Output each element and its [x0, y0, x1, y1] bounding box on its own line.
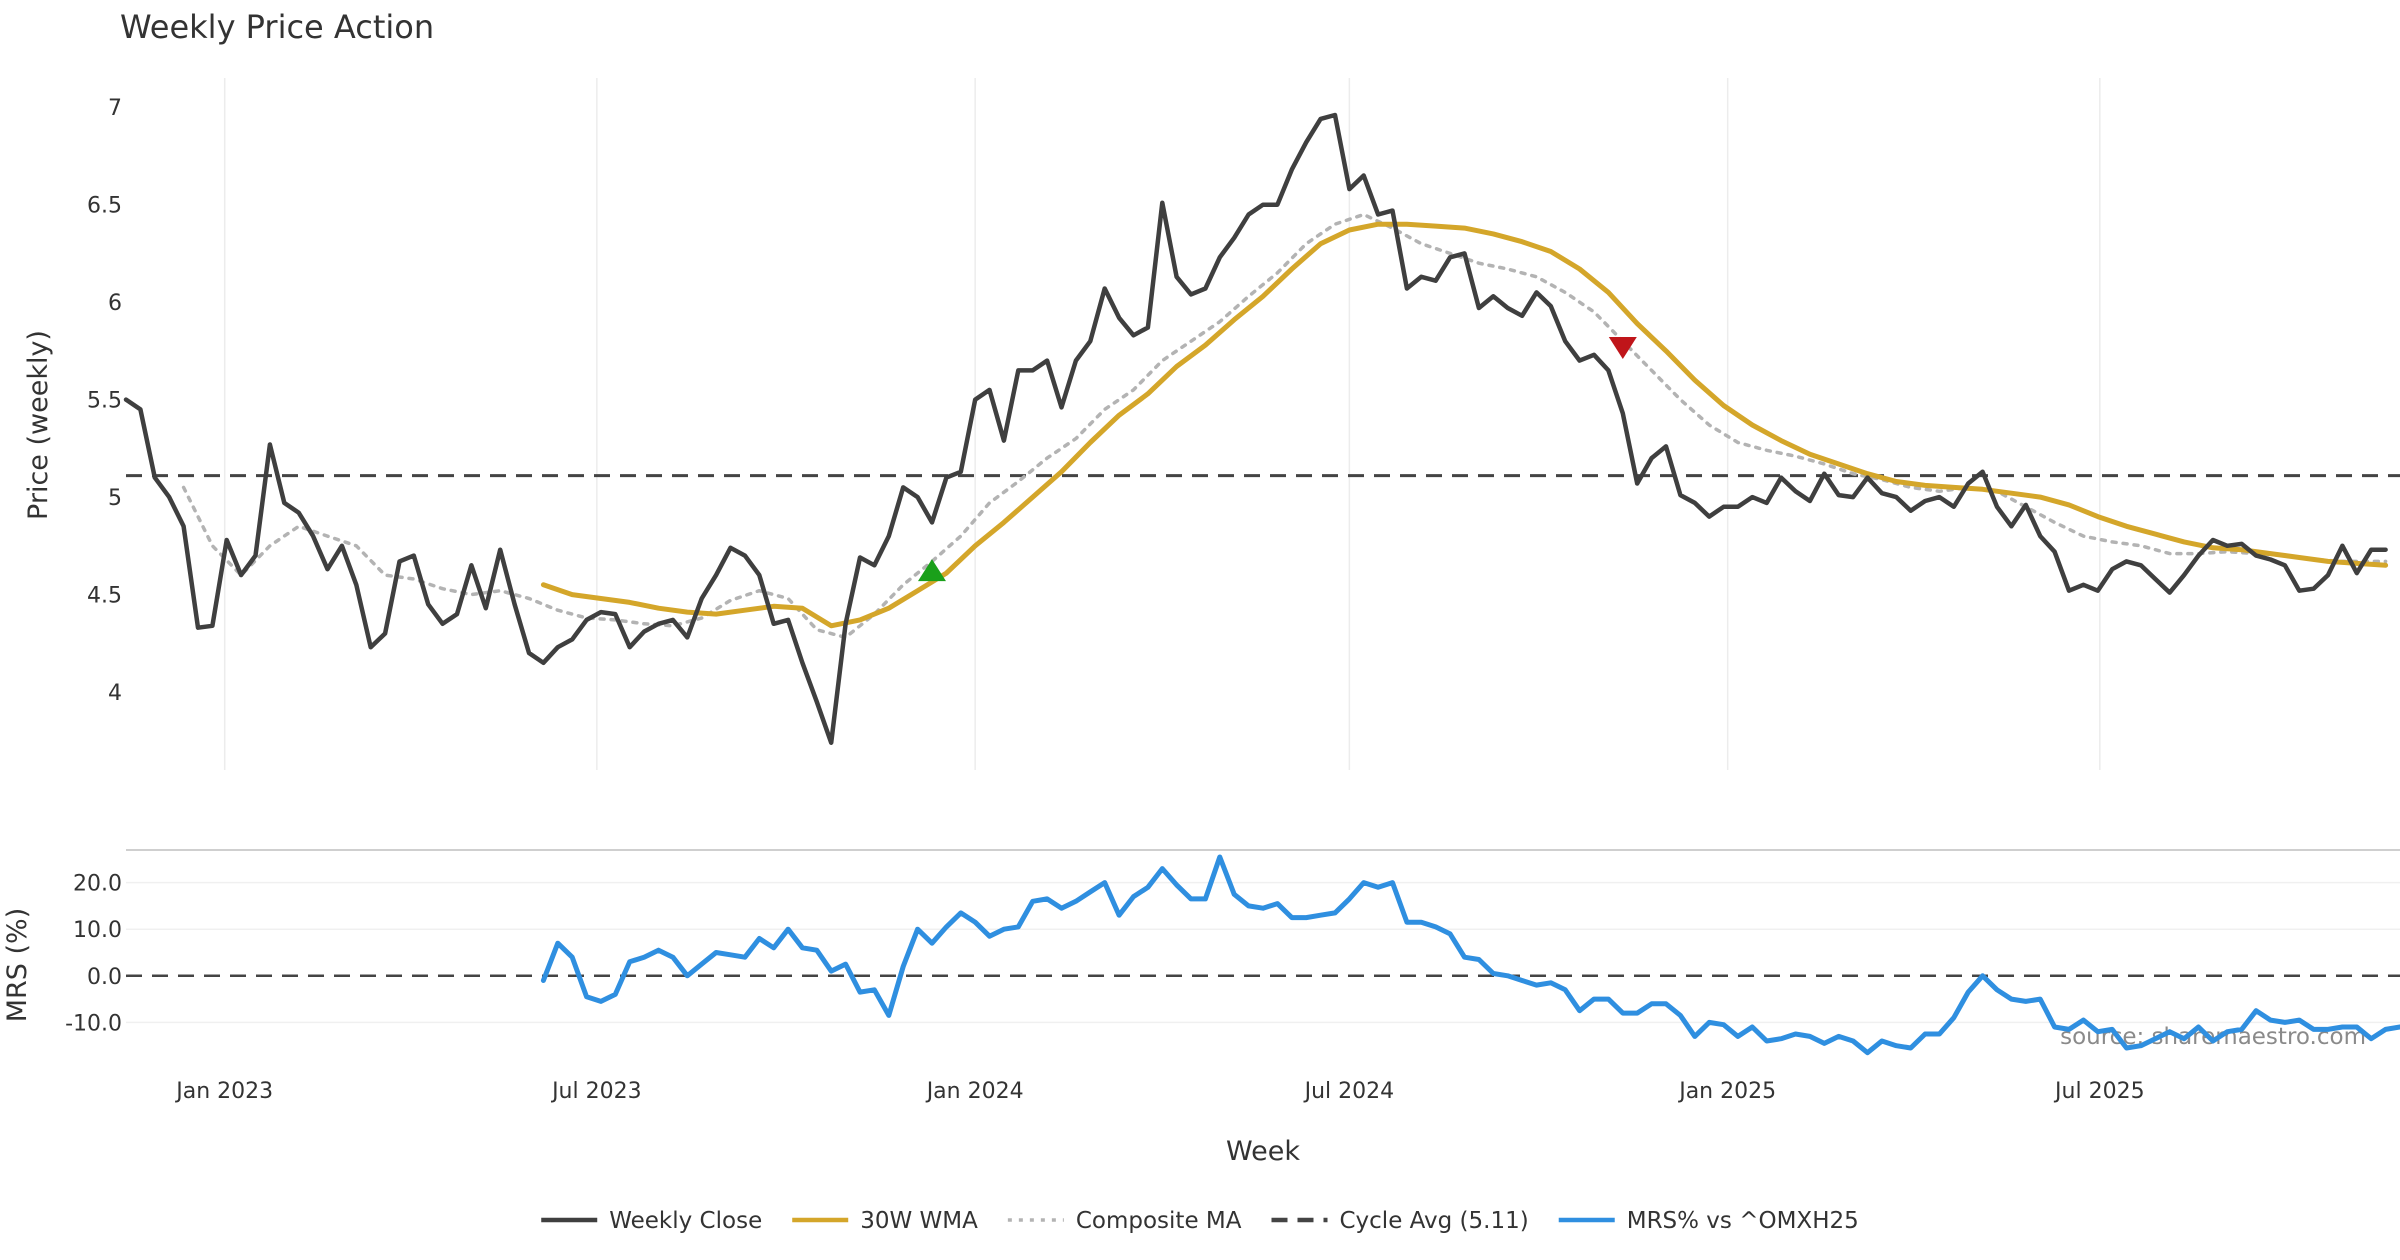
- x-tick-label: Jul 2024: [1303, 1079, 1395, 1104]
- mrs-y-tick-label: 10.0: [73, 918, 122, 943]
- x-axis-title: Week: [1226, 1136, 1300, 1167]
- legend-label: Cycle Avg (5.11): [1339, 1208, 1528, 1234]
- mrs-y-tick-label: -10.0: [65, 1011, 122, 1036]
- legend-item: Weekly Close: [541, 1208, 762, 1234]
- price-y-tick-label: 4: [108, 681, 122, 706]
- price-y-tick-label: 5: [108, 486, 122, 511]
- series-weekly-close-line: [123, 112, 2388, 745]
- series-30w-wma-line: [540, 221, 2389, 629]
- price-y-tick-label: 4.5: [87, 584, 122, 609]
- x-axis: Jan 2023 Jul 2023 Jan 2024 Jul 2024 Jan 2025…: [174, 1079, 2144, 1104]
- mrs-y-tick-label: 0.0: [87, 965, 122, 990]
- mrs-panel: -10.0 0.0 10.0 20.0: [65, 849, 2400, 1056]
- mrs-y-axis-title: MRS (%): [2, 908, 33, 1023]
- x-tick-label: Jul 2023: [550, 1079, 642, 1104]
- price-y-tick-label: 5.5: [87, 389, 122, 414]
- price-y-tick-label: 6.5: [87, 194, 122, 219]
- legend-label: Weekly Close: [609, 1208, 762, 1234]
- x-tick-label: Jan 2025: [1677, 1079, 1776, 1104]
- sell-signal-marker: [1608, 337, 1637, 360]
- price-y-axis-title: Price (weekly): [23, 330, 54, 520]
- price-panel: 4 4.5 5 5.5 6 6.5 7: [87, 78, 2400, 770]
- series-mrs-line: [540, 854, 2400, 1056]
- price-y-tick-label: 6: [108, 291, 122, 316]
- legend-item: Cycle Avg (5.11): [1271, 1208, 1529, 1234]
- legend: Weekly Close 30W WMA Composite MA Cycle Avg…: [541, 1208, 1859, 1234]
- price-chart-title: Weekly Price Action: [120, 8, 434, 46]
- legend-item: MRS% vs ^OMXH25: [1558, 1208, 1859, 1234]
- legend-label: 30W WMA: [860, 1208, 978, 1234]
- legend-item: Composite MA: [1007, 1208, 1242, 1234]
- price-y-tick-label: 7: [108, 96, 122, 121]
- x-tick-label: Jan 2024: [925, 1079, 1024, 1104]
- buy-signal-marker: [917, 559, 946, 582]
- x-tick-label: Jul 2025: [2053, 1079, 2145, 1104]
- legend-item: 30W WMA: [792, 1208, 978, 1234]
- x-tick-label: Jan 2023: [174, 1079, 273, 1104]
- series-composite-ma-line: [181, 212, 2388, 640]
- mrs-y-tick-label: 20.0: [73, 872, 122, 897]
- legend-label: Composite MA: [1076, 1208, 1242, 1234]
- legend-label: MRS% vs ^OMXH25: [1627, 1208, 1859, 1234]
